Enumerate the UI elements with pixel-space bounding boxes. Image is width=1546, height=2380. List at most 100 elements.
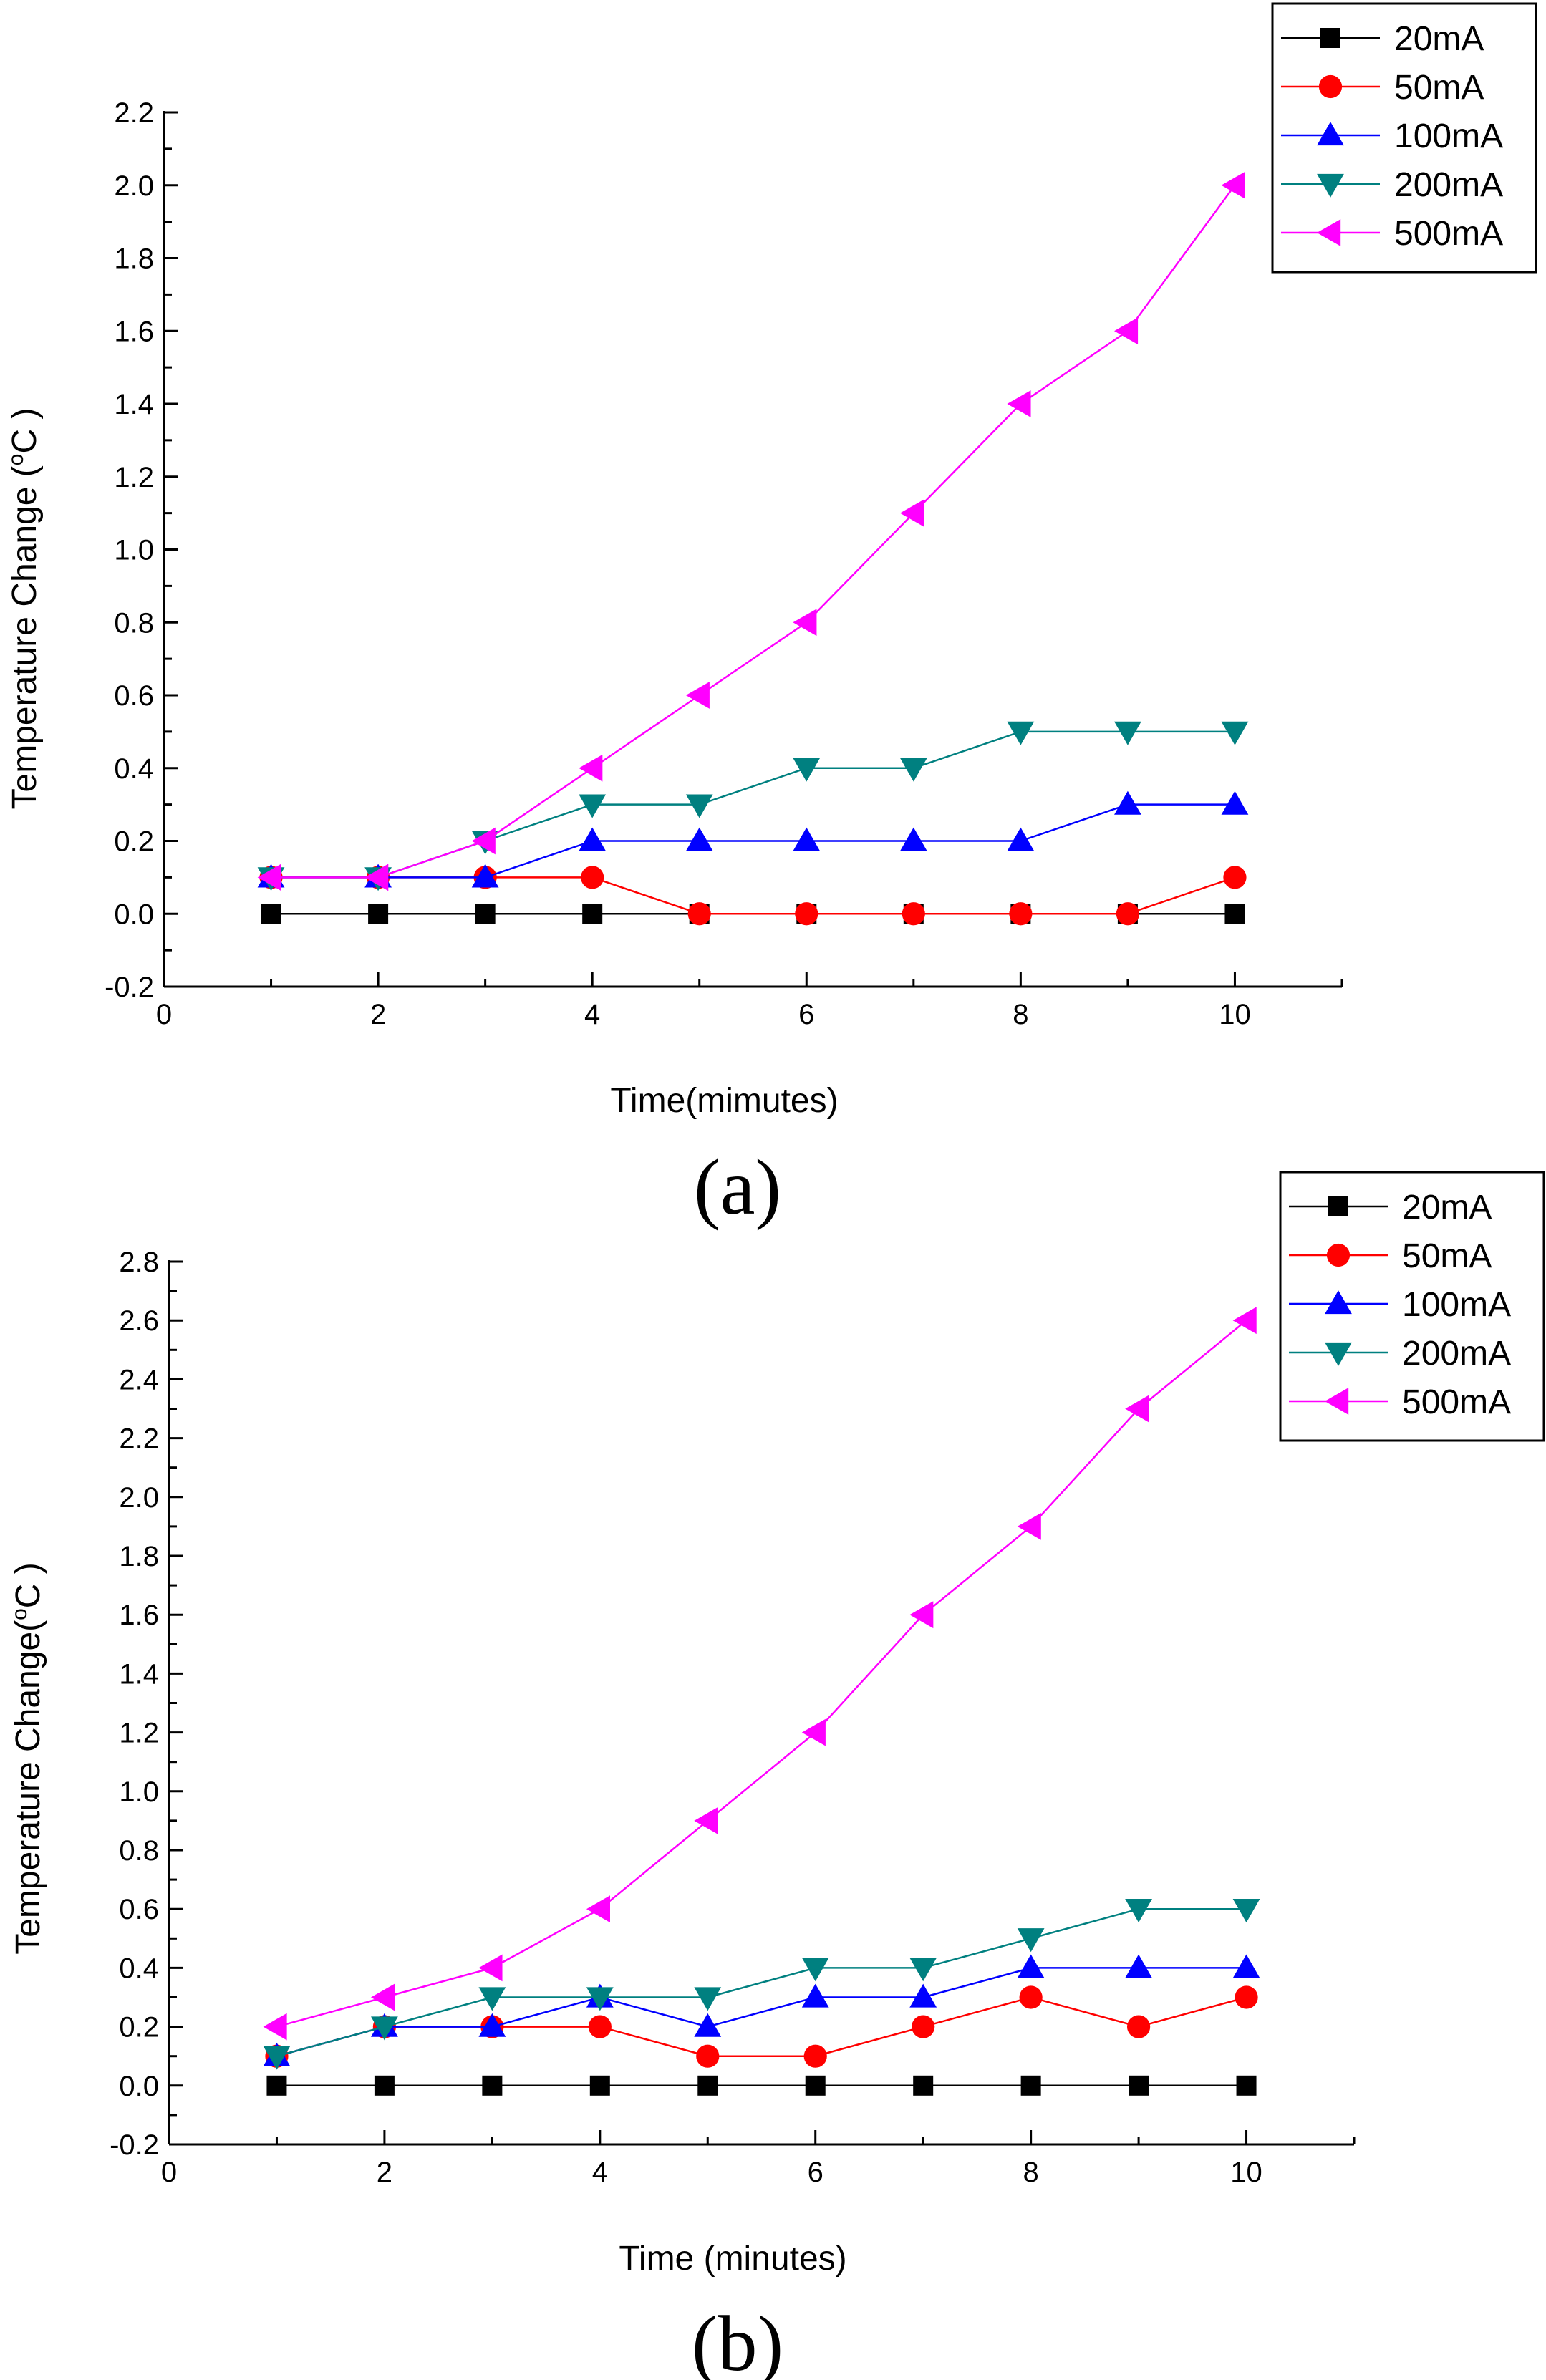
data-point: [475, 904, 496, 924]
y-tick-label: 0.2: [119, 2012, 159, 2043]
data-point: [696, 2044, 720, 2068]
data-point: [1007, 390, 1031, 417]
y-axis-title-unit: C ): [9, 1562, 47, 1608]
data-point: [581, 866, 604, 889]
chart-panel-b: -0.2 0.0 0.2 0.4 0.6 0.8 1.0 1.2 1.4 1.6 1.8 2.0 2.2…: [8, 1171, 1545, 2380]
series-500mA: [257, 171, 1245, 891]
x-tick-label: 4: [592, 2157, 608, 2188]
data-point: [899, 499, 924, 527]
y-tick-label: 2.6: [119, 1305, 159, 1337]
data-point: [694, 2013, 722, 2037]
y-axis-title-text: Temperature Change (: [6, 465, 44, 809]
y-tick-label: 0.2: [114, 826, 154, 858]
x-tick-label: 2: [370, 999, 386, 1030]
legend-marker: [1326, 1243, 1351, 1267]
x-tick-label: 2: [377, 2157, 392, 2188]
data-point: [266, 2075, 287, 2096]
legend-marker: [1317, 219, 1341, 246]
data-point: [1017, 1928, 1045, 1953]
data-point: [482, 2075, 503, 2096]
data-point: [263, 2046, 291, 2070]
y-tick-label: 0.4: [114, 753, 154, 785]
series-line: [276, 1907, 1247, 2057]
data-point: [899, 758, 927, 782]
y-tick-label: 0.0: [114, 899, 154, 930]
data-point: [579, 794, 607, 818]
series-line: [271, 185, 1236, 879]
data-point: [478, 1987, 506, 2011]
data-point: [909, 1601, 934, 1629]
y-tick-label: 2.2: [114, 97, 154, 129]
legend-label: 200mA: [1402, 1335, 1511, 1373]
data-point: [1019, 1985, 1043, 2009]
series-line: [271, 803, 1235, 879]
y-tick-label: 1.4: [119, 1658, 159, 1690]
y-tick-label: 0.8: [119, 1835, 159, 1867]
y-tick-label: -0.2: [110, 2129, 159, 2161]
y-axis-title-degree: o: [8, 1608, 32, 1620]
data-point: [1116, 902, 1140, 926]
data-point: [478, 1954, 503, 1982]
data-point: [685, 827, 713, 851]
data-point: [694, 1807, 718, 1834]
legend-label: 50mA: [1394, 69, 1484, 107]
y-tick-label: 0.8: [114, 607, 154, 639]
y-tick-label: 1.2: [119, 1718, 159, 1749]
data-point: [909, 1958, 937, 1982]
data-point: [588, 2015, 612, 2038]
legend-marker: [1317, 173, 1344, 198]
y-axis-title: Temperature Change (oC ): [4, 408, 44, 810]
x-axis-title: Time (minutes): [619, 2240, 846, 2278]
data-point: [1125, 1954, 1152, 1978]
x-tick-label: 6: [808, 2157, 823, 2188]
x-tick-label: 6: [798, 999, 814, 1030]
data-point: [478, 2013, 506, 2037]
data-point: [685, 682, 710, 709]
data-point: [1235, 1985, 1258, 2009]
data-point: [374, 2075, 395, 2096]
data-point: [1232, 1307, 1257, 1335]
series-200mA: [257, 721, 1249, 891]
data-point: [1017, 1954, 1045, 1978]
legend: 20mA 50mA 100mA 200mA 500mA: [1279, 1171, 1545, 1442]
y-axis-title-degree: o: [4, 454, 28, 466]
y-tick-label: 1.6: [119, 1600, 159, 1631]
legend-box: [1271, 2, 1537, 274]
data-point: [257, 864, 281, 891]
data-point: [261, 904, 281, 924]
x-tick-label: 8: [1013, 999, 1028, 1030]
x-tick-label: 10: [1219, 999, 1251, 1030]
data-point: [801, 1718, 826, 1746]
series-100mA: [257, 790, 1249, 888]
y-tick-label: 1.0: [114, 535, 154, 566]
data-point: [801, 1983, 829, 2008]
x-tick-label: 0: [156, 999, 172, 1030]
legend-label: 50mA: [1402, 1237, 1492, 1275]
data-point: [697, 2075, 718, 2096]
data-point: [912, 2015, 935, 2038]
data-point: [1223, 866, 1247, 889]
data-point: [793, 609, 817, 637]
x-tick-label: 0: [161, 2157, 177, 2188]
data-point: [368, 904, 389, 924]
panel-label: (b): [692, 2300, 783, 2380]
data-point: [589, 2075, 610, 2096]
y-tick-label: 1.8: [114, 243, 154, 275]
y-tick-label: 2.0: [119, 1482, 159, 1514]
x-tick-label: 10: [1230, 2157, 1262, 2188]
chart-panel-a: -0.2 0.0 0.2 0.4 0.6 0.8 1.0 1.2 1.4 1.6 1.8 2.0 2.2…: [4, 2, 1537, 1231]
x-axis-title: Time(mimutes): [610, 1082, 838, 1120]
y-tick-label: 1.2: [114, 462, 154, 493]
data-point: [579, 827, 607, 851]
y-tick-label: 1.8: [119, 1541, 159, 1572]
y-tick-label: -0.2: [105, 972, 154, 1003]
legend-box: [1279, 1171, 1545, 1442]
data-point: [471, 827, 496, 855]
series-line: [276, 1320, 1247, 2028]
legend-label: 100mA: [1394, 117, 1503, 155]
data-point: [805, 2075, 826, 2096]
y-tick-label: 0.0: [119, 2071, 159, 2102]
data-point: [1232, 1954, 1260, 1978]
legend-label: 20mA: [1402, 1189, 1492, 1227]
